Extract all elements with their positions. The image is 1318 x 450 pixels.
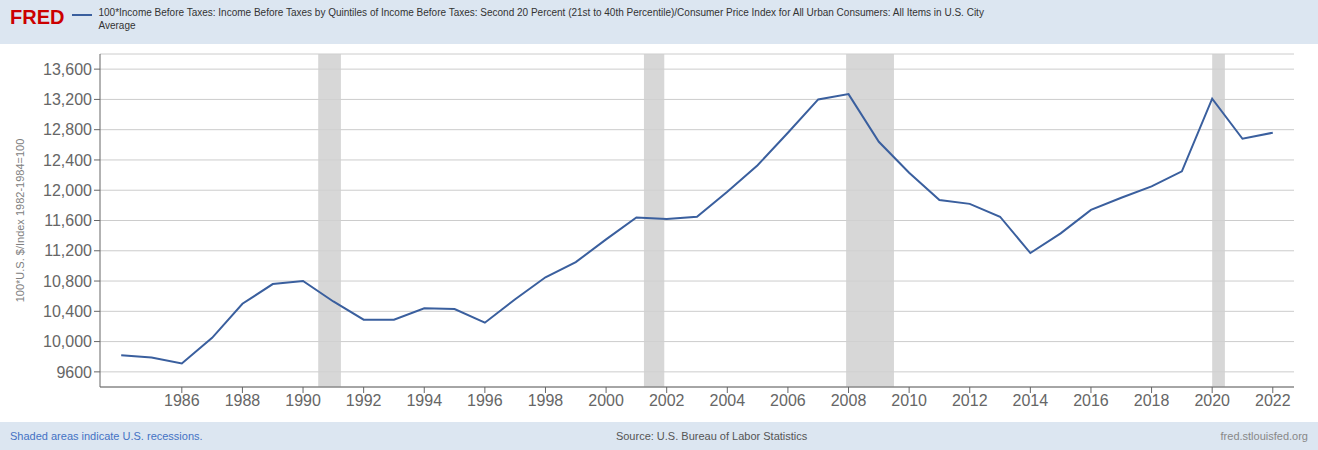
- svg-text:2000: 2000: [588, 392, 624, 409]
- svg-text:1990: 1990: [285, 392, 321, 409]
- svg-text:2014: 2014: [1013, 392, 1049, 409]
- svg-text:1994: 1994: [406, 392, 442, 409]
- svg-text:2002: 2002: [649, 392, 685, 409]
- svg-text:1992: 1992: [346, 392, 382, 409]
- html-text:fred.stlouisfed.org: fred.stlouisfed.org: [1220, 430, 1308, 442]
- svg-text:12,000: 12,000: [43, 182, 92, 199]
- svg-text:13,600: 13,600: [43, 61, 92, 78]
- svg-text:1986: 1986: [164, 392, 200, 409]
- svg-text:10,000: 10,000: [43, 333, 92, 350]
- svg-text:2018: 2018: [1134, 392, 1170, 409]
- svg-text:12,800: 12,800: [43, 121, 92, 138]
- svg-text:11,600: 11,600: [44, 212, 92, 229]
- svg-text:2006: 2006: [770, 392, 806, 409]
- svg-text:1996: 1996: [467, 392, 503, 409]
- svg-text:2022: 2022: [1255, 392, 1291, 409]
- html-text:FRED: FRED: [10, 6, 65, 28]
- svg-text:2012: 2012: [952, 392, 988, 409]
- svg-text:2004: 2004: [710, 392, 746, 409]
- svg-text:9600: 9600: [56, 364, 92, 381]
- html-text:100*Income Before Taxes: Incom: 100*Income Before Taxes: Income Before T…: [98, 7, 984, 18]
- svg-text:10,400: 10,400: [43, 303, 92, 320]
- svg-text:1998: 1998: [528, 392, 564, 409]
- html-text:Shaded areas indicate U.S. rec: Shaded areas indicate U.S. recessions.: [10, 430, 203, 442]
- svg-text:2010: 2010: [891, 392, 927, 409]
- svg-text:10,800: 10,800: [43, 273, 92, 290]
- html-text:Average: Average: [98, 20, 136, 31]
- html-text:Source: U.S. Bureau of Labor S: Source: U.S. Bureau of Labor Statistics: [615, 430, 808, 442]
- svg-text:100*U.S. $/Index 1982-1984=100: 100*U.S. $/Index 1982-1984=100: [14, 139, 26, 303]
- svg-text:2016: 2016: [1073, 392, 1109, 409]
- svg-text:11,200: 11,200: [44, 242, 92, 259]
- svg-text:2020: 2020: [1194, 392, 1230, 409]
- svg-text:1988: 1988: [225, 392, 261, 409]
- svg-text:12,400: 12,400: [43, 152, 92, 169]
- svg-text:13,200: 13,200: [43, 91, 92, 108]
- svg-text:2008: 2008: [831, 392, 867, 409]
